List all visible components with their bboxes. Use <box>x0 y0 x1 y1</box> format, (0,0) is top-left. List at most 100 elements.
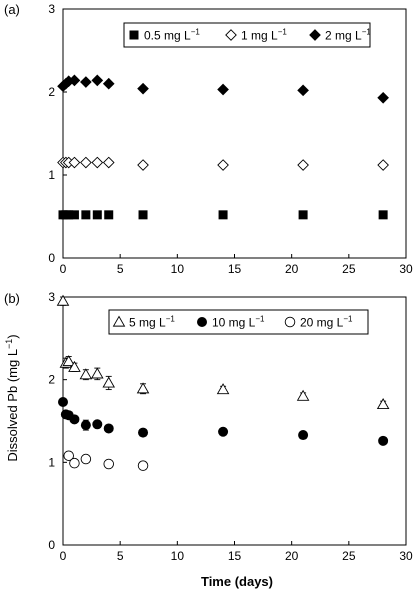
panel-label: (b) <box>4 291 20 306</box>
data-point <box>68 360 81 372</box>
y-tick-label: 0 <box>48 538 55 552</box>
x-tick-label: 25 <box>342 549 356 563</box>
y-axis-title: Dissolved Pb (mg L−1) <box>4 334 20 461</box>
data-point <box>104 210 114 220</box>
y-axis-title-text: Dissolved Pb (mg L <box>5 349 20 462</box>
legend-marker <box>197 317 207 327</box>
y-tick-label: 1 <box>48 455 55 469</box>
data-point <box>69 414 80 425</box>
data-point <box>80 420 91 431</box>
legend: 5 mg L−1 10 mg L−1 20 mg L−1 <box>108 309 369 335</box>
legend-marker <box>284 316 296 328</box>
x-tick-label: 0 <box>60 549 67 563</box>
data-point <box>102 156 115 169</box>
data-point <box>218 210 228 220</box>
data-point <box>138 427 149 438</box>
data-point <box>217 83 229 96</box>
data-point <box>58 396 68 407</box>
data-point <box>80 453 92 465</box>
data-point <box>63 450 74 461</box>
data-point <box>80 156 92 169</box>
series-0 <box>58 210 388 220</box>
legend-label-sup: −1 <box>191 28 201 37</box>
data-point <box>137 460 149 471</box>
data-point <box>91 156 104 169</box>
x-tick-label: 30 <box>399 262 413 276</box>
data-point <box>102 77 115 90</box>
data-point <box>377 159 389 171</box>
legend-marker <box>112 315 126 327</box>
legend-label: 5 mg L−1 <box>129 315 175 330</box>
data-point <box>137 159 149 171</box>
data-point <box>297 159 309 171</box>
legend: 0.5 mg L−1 1 mg L−1 2 mg L−1 <box>123 22 371 48</box>
legend-label-text: 5 mg L <box>129 316 166 330</box>
x-tick-label: 25 <box>342 262 356 276</box>
legend-label-sup: −1 <box>278 28 288 37</box>
y-tick-label: 2 <box>48 85 55 99</box>
legend-label-sup: −1 <box>343 315 353 324</box>
data-point <box>91 74 104 87</box>
series-0 <box>56 294 390 410</box>
legend-item-1: 10 mg L−1 <box>197 315 265 330</box>
data-point <box>137 82 149 95</box>
y-tick-label: 0 <box>48 251 55 265</box>
legend-label-text: 2 mg L <box>325 29 362 43</box>
y-tick-label: 2 <box>48 373 55 387</box>
data-point <box>56 294 70 306</box>
legend-label-text: 10 mg L <box>212 316 256 330</box>
legend-label-text: 0.5 mg L <box>144 29 191 43</box>
legend-label: 0.5 mg L−1 <box>144 28 200 43</box>
legend-item-2: 20 mg L−1 <box>284 315 353 330</box>
x-tick-label: 15 <box>228 549 242 563</box>
data-point <box>297 84 309 97</box>
data-point <box>378 210 388 220</box>
data-point <box>69 210 79 220</box>
data-point <box>91 367 104 379</box>
data-point <box>218 426 229 437</box>
x-tick-label: 10 <box>171 262 185 276</box>
data-point <box>298 430 309 441</box>
series-2 <box>57 74 389 104</box>
data-point <box>376 398 390 410</box>
legend-label-sup: −1 <box>255 315 265 324</box>
legend-marker <box>129 30 139 40</box>
y-axis-title-sup: −1 <box>4 339 14 349</box>
series-1 <box>58 396 389 446</box>
data-point <box>216 383 230 395</box>
legend-box <box>108 309 369 335</box>
x-tick-label: 20 <box>285 549 299 563</box>
legend-marker <box>309 29 321 41</box>
data-point <box>92 419 103 430</box>
data-point <box>377 91 389 104</box>
legend-label: 10 mg L−1 <box>212 315 265 330</box>
legend-item-1: 1 mg L−1 <box>225 28 287 43</box>
data-point <box>81 210 91 220</box>
x-axis-title: Time (days) <box>201 574 273 589</box>
data-point <box>69 457 80 469</box>
data-point <box>136 382 150 394</box>
data-point <box>103 423 114 434</box>
x-tick-label: 15 <box>228 262 242 276</box>
data-point <box>296 389 310 401</box>
legend-box <box>123 22 371 48</box>
x-tick-label: 5 <box>117 549 124 563</box>
data-point <box>103 458 114 470</box>
legend-label: 2 mg L−1 <box>325 28 371 43</box>
legend-marker <box>225 29 237 41</box>
series-1 <box>57 156 389 171</box>
data-point <box>138 210 148 220</box>
x-tick-label: 20 <box>285 262 299 276</box>
data-point <box>92 210 102 220</box>
legend-item-2: 2 mg L−1 <box>309 28 371 43</box>
data-point <box>378 435 389 446</box>
legend-label: 1 mg L−1 <box>241 28 287 43</box>
data-point <box>79 368 93 380</box>
legend-label: 20 mg L−1 <box>300 315 353 330</box>
series-2 <box>63 450 149 471</box>
y-axis-title-close: ) <box>5 334 20 338</box>
x-tick-label: 5 <box>117 262 124 276</box>
data-point <box>62 355 75 367</box>
x-tick-label: 10 <box>171 549 185 563</box>
